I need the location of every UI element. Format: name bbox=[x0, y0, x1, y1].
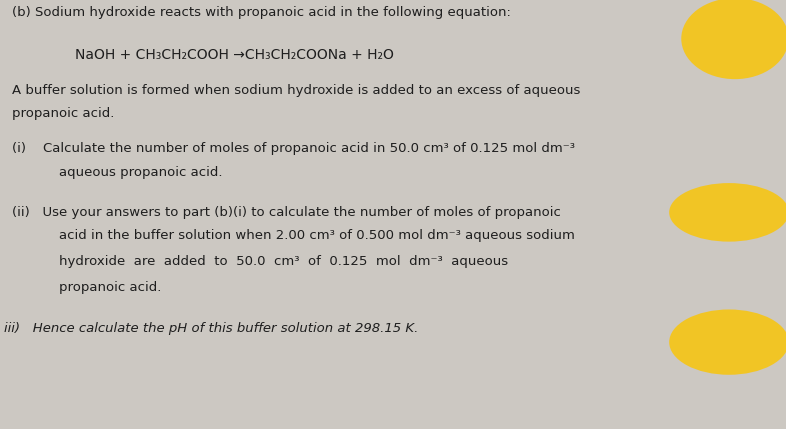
Text: (b) Sodium hydroxide reacts with propanoic acid in the following equation:: (b) Sodium hydroxide reacts with propano… bbox=[12, 6, 511, 19]
Text: acid in the buffer solution when 2.00 cm³ of 0.500 mol dm⁻³ aqueous sodium: acid in the buffer solution when 2.00 cm… bbox=[59, 230, 575, 242]
Ellipse shape bbox=[669, 183, 786, 242]
Text: iii)   Hence calculate the pH of this buffer solution at 298.15 K.: iii) Hence calculate the pH of this buff… bbox=[4, 323, 418, 335]
Text: hydroxide  are  added  to  50.0  cm³  of  0.125  mol  dm⁻³  aqueous: hydroxide are added to 50.0 cm³ of 0.125… bbox=[59, 255, 508, 268]
Ellipse shape bbox=[681, 0, 786, 79]
Text: propanoic acid.: propanoic acid. bbox=[12, 107, 114, 120]
Text: (i)    Calculate the number of moles of propanoic acid in 50.0 cm³ of 0.125 mol : (i) Calculate the number of moles of pro… bbox=[12, 142, 575, 155]
Text: propanoic acid.: propanoic acid. bbox=[59, 281, 161, 294]
Text: (ii)   Use your answers to part (b)(i) to calculate the number of moles of propa: (ii) Use your answers to part (b)(i) to … bbox=[12, 206, 560, 219]
Text: A buffer solution is formed when sodium hydroxide is added to an excess of aqueo: A buffer solution is formed when sodium … bbox=[12, 84, 580, 97]
Ellipse shape bbox=[669, 309, 786, 375]
Text: NaOH + CH₃CH₂COOH →CH₃CH₂COONa + H₂O: NaOH + CH₃CH₂COOH →CH₃CH₂COONa + H₂O bbox=[75, 48, 394, 62]
Text: aqueous propanoic acid.: aqueous propanoic acid. bbox=[59, 166, 222, 179]
